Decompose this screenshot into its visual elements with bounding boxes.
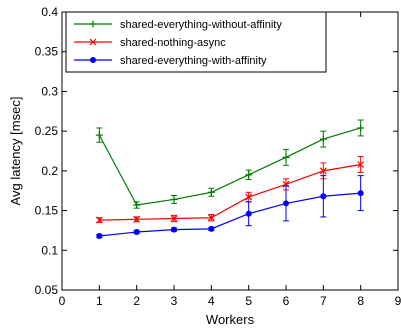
data-point [282,153,290,161]
y-axis-label: Avg latency [msec] [8,97,23,206]
data-point [207,214,215,222]
data-point [283,200,289,207]
data-point [245,171,253,179]
y-tick-label: 0.05 [35,283,59,297]
data-point [171,226,177,233]
y-tick-label: 0.3 [41,84,58,98]
data-point-b [170,215,178,222]
legend-marker [89,20,97,28]
x-tick-label: 4 [208,294,215,308]
y-tick-label: 0.2 [41,164,58,178]
data-point-b [207,214,215,222]
data-point [319,135,327,143]
data-point [319,167,327,175]
data-point [357,161,365,168]
data-point-b [319,167,327,175]
data-point [96,232,103,239]
data-point [133,229,140,236]
data-point [357,124,365,132]
x-tick-label: 5 [245,294,252,308]
data-point [95,216,103,224]
plot-layer [95,119,365,239]
x-tick-label: 6 [283,294,290,308]
y-tick-label: 0.25 [35,124,59,138]
y-tick-label: 0.15 [35,204,59,218]
x-tick-label: 2 [133,294,140,308]
series-0 [95,119,365,209]
y-tick-label: 0.4 [41,5,58,19]
x-tick-label: 7 [320,294,327,308]
series-line [99,192,361,237]
data-point-b [133,215,141,223]
legend: shared-everything-without-affinity shared… [65,11,327,73]
legend-label: shared-everything-without-affinity [120,19,282,31]
x-tick-label: 0 [59,294,66,308]
legend-label: shared-nothing-async [120,37,226,49]
data-point [207,188,215,196]
data-point [357,190,364,197]
x-axis-label: Workers [206,312,255,327]
data-point [320,193,327,200]
series-line [98,127,361,206]
x-tick-label: 3 [171,294,178,308]
series-2 [96,175,364,239]
x-tick-label: 1 [96,294,103,308]
y-tick-label: 0.35 [35,45,59,59]
data-point [245,210,252,217]
data-point-b [245,193,253,201]
legend-marker [89,38,97,46]
data-point [133,215,141,223]
data-point-b [95,216,103,224]
series-line [99,163,361,221]
data-point-b [357,161,365,168]
data-point [133,201,141,209]
data-point [245,193,253,201]
x-tick-label: 8 [357,294,364,308]
legend-marker-b [89,38,97,46]
data-point [95,131,103,139]
legend-marker [90,57,96,63]
x-tick-label: 9 [395,294,401,308]
y-tick-label: 0.1 [41,243,58,257]
data-point [170,195,178,203]
legend-label: shared-everything-with-affinity [120,55,267,67]
data-point [170,215,178,222]
series-1 [95,156,365,224]
data-point [208,225,215,232]
